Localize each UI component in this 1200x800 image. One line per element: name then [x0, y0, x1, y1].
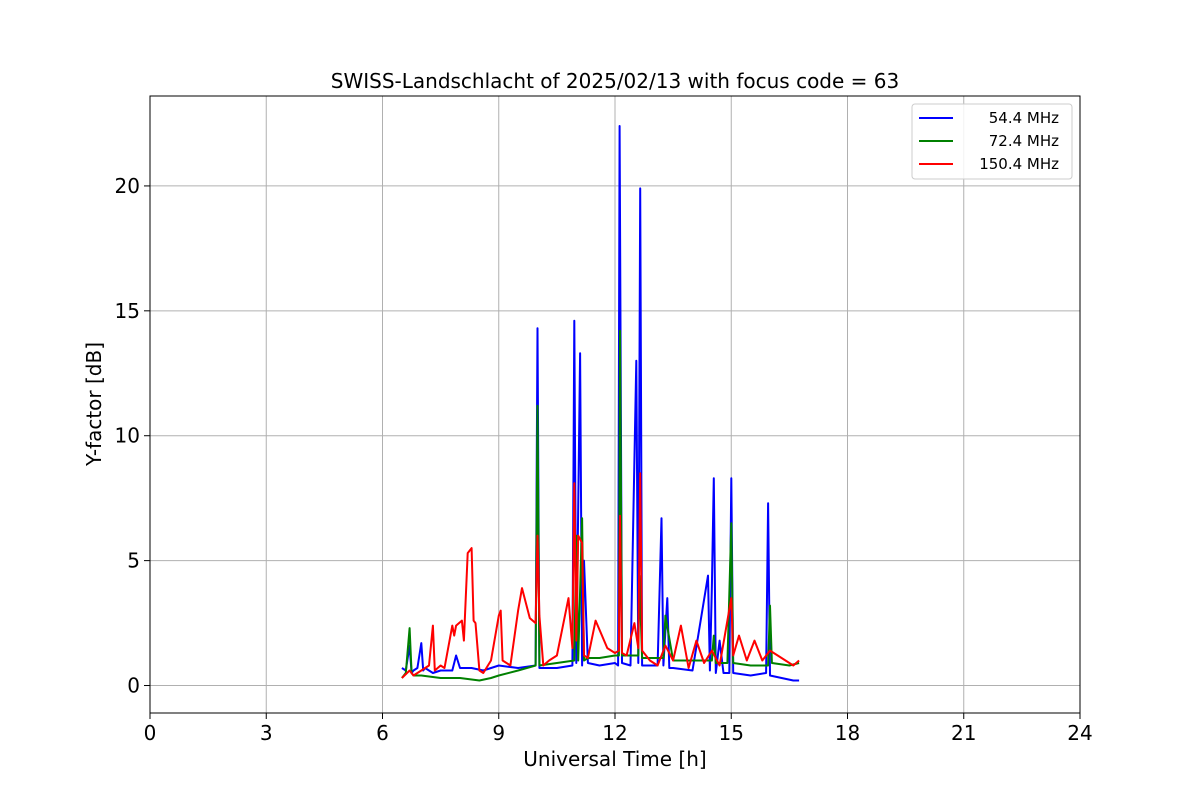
- series-line-2: [401, 472, 800, 679]
- legend: 54.4 MHz 72.4 MHz 150.4 MHz: [911, 103, 1073, 180]
- series-line-1: [401, 329, 800, 682]
- x-tick-label: 18: [835, 721, 860, 745]
- y-tick-label: 5: [127, 549, 140, 573]
- x-tick-label: 6: [376, 721, 389, 745]
- legend-label-1: 72.4 MHz: [989, 132, 1059, 150]
- y-tick-label: 0: [127, 674, 140, 698]
- series-lines: [401, 125, 800, 682]
- series-line-0: [401, 125, 800, 682]
- legend-label-0: 54.4 MHz: [989, 109, 1059, 127]
- x-tick-label: 3: [260, 721, 273, 745]
- axis-ticks: 0 3 6 9 12 15 18 21 24 0 5 10 15 20: [115, 174, 1093, 745]
- x-tick-label: 0: [144, 721, 157, 745]
- x-tick-label: 15: [719, 721, 744, 745]
- x-tick-label: 9: [492, 721, 505, 745]
- legend-label-2: 150.4 MHz: [979, 155, 1059, 173]
- x-axis-label: Universal Time [h]: [523, 747, 706, 771]
- x-tick-label: 21: [951, 721, 976, 745]
- y-axis-label: Y-factor [dB]: [82, 342, 106, 467]
- grid-lines: [149, 96, 1081, 713]
- y-tick-label: 15: [115, 299, 140, 323]
- y-tick-label: 20: [115, 174, 140, 198]
- x-tick-label: 24: [1067, 721, 1092, 745]
- x-tick-label: 12: [602, 721, 627, 745]
- legend-box: [911, 103, 1073, 180]
- chart-title: SWISS-Landschlacht of 2025/02/13 with fo…: [331, 69, 899, 93]
- y-tick-label: 10: [115, 424, 140, 448]
